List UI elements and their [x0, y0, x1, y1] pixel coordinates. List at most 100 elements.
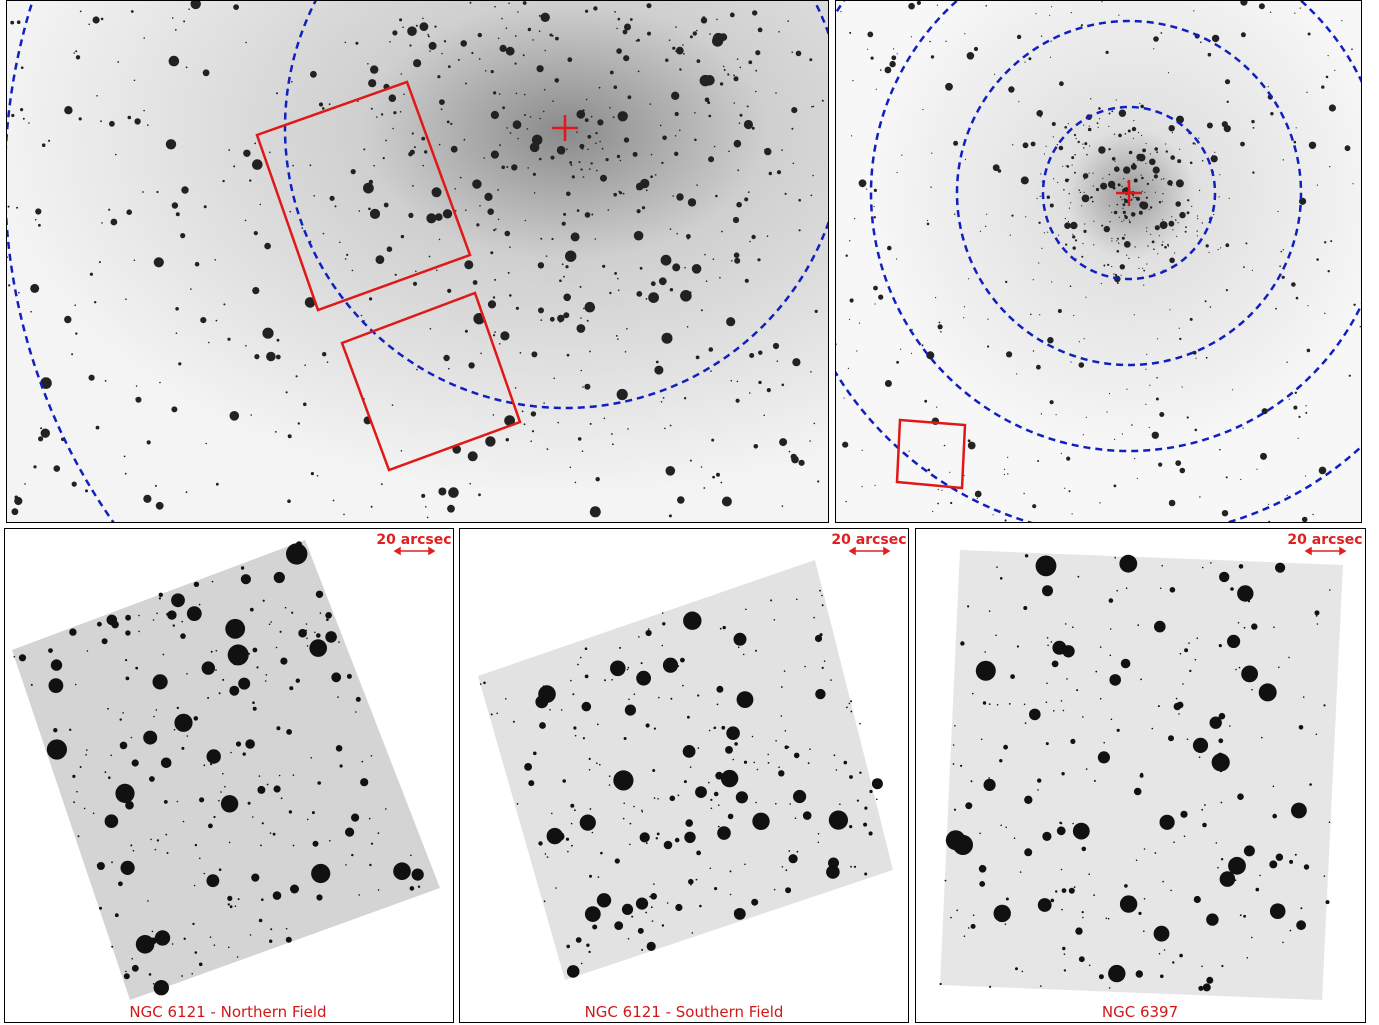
star — [809, 58, 813, 62]
star — [159, 381, 161, 384]
star — [210, 650, 213, 653]
star — [773, 619, 776, 621]
star — [766, 388, 771, 393]
star — [662, 657, 679, 673]
star — [623, 802, 625, 805]
star — [1237, 793, 1244, 800]
star — [467, 451, 478, 462]
star — [1037, 778, 1042, 783]
star — [1159, 412, 1165, 417]
star — [222, 772, 224, 775]
star — [579, 656, 582, 659]
star — [821, 594, 823, 597]
star — [595, 142, 597, 145]
star — [1116, 203, 1119, 206]
star — [704, 97, 710, 103]
star — [1167, 245, 1169, 247]
star — [1186, 416, 1189, 419]
star — [245, 345, 247, 347]
star — [987, 318, 989, 320]
star — [1121, 236, 1125, 240]
star — [1065, 165, 1067, 167]
star — [316, 633, 321, 638]
star-field — [7, 1, 824, 519]
star — [1125, 587, 1128, 589]
star — [1238, 666, 1241, 669]
star — [758, 380, 762, 385]
star — [624, 23, 631, 31]
star — [531, 430, 535, 433]
star — [1169, 257, 1175, 264]
star — [335, 745, 343, 752]
star — [691, 264, 702, 274]
star — [985, 225, 987, 228]
star — [1154, 620, 1166, 633]
star — [220, 795, 239, 813]
star — [788, 850, 791, 852]
star — [540, 237, 543, 240]
star — [1039, 314, 1041, 316]
star — [479, 205, 481, 207]
star — [1082, 243, 1084, 245]
star — [578, 161, 581, 164]
star — [719, 276, 721, 279]
star — [201, 661, 215, 675]
star — [505, 27, 508, 30]
star — [1057, 181, 1059, 184]
star — [588, 757, 591, 761]
star — [1107, 917, 1110, 920]
star — [274, 431, 277, 433]
star — [1315, 615, 1318, 617]
center-cross — [552, 115, 578, 141]
star — [1040, 35, 1043, 37]
star — [1217, 249, 1219, 251]
star — [566, 353, 570, 357]
star — [598, 86, 601, 89]
star — [700, 309, 703, 312]
star — [1004, 519, 1007, 522]
star — [155, 501, 164, 510]
star — [737, 169, 740, 172]
star — [1070, 202, 1072, 204]
star — [326, 361, 329, 364]
star — [1030, 141, 1036, 147]
star — [207, 696, 210, 699]
star — [953, 808, 957, 811]
star — [669, 795, 676, 802]
star — [160, 757, 172, 769]
star — [459, 176, 462, 179]
star — [1008, 86, 1015, 93]
star — [1009, 234, 1011, 236]
star — [662, 135, 667, 141]
star — [856, 799, 860, 802]
star — [1111, 240, 1113, 242]
star — [776, 360, 779, 363]
star — [127, 115, 132, 120]
star — [40, 427, 43, 430]
star — [125, 659, 128, 662]
star — [1132, 196, 1134, 198]
star — [546, 856, 549, 858]
star — [544, 853, 547, 855]
star — [618, 116, 620, 119]
star — [1158, 201, 1162, 204]
star — [101, 638, 108, 645]
star — [864, 872, 868, 876]
star — [1297, 437, 1299, 439]
star — [244, 219, 247, 222]
star — [1047, 337, 1054, 344]
star — [1057, 309, 1062, 313]
star — [1255, 887, 1260, 892]
star — [850, 700, 853, 703]
star — [111, 945, 114, 948]
star — [669, 288, 674, 292]
star — [622, 29, 628, 35]
star — [846, 706, 848, 709]
star — [1045, 742, 1049, 746]
star — [1062, 946, 1066, 951]
star — [1146, 263, 1148, 265]
star — [322, 232, 325, 235]
star — [1196, 230, 1198, 232]
star — [426, 213, 437, 224]
caption: NGC 6121 - Northern Field — [129, 1003, 326, 1021]
